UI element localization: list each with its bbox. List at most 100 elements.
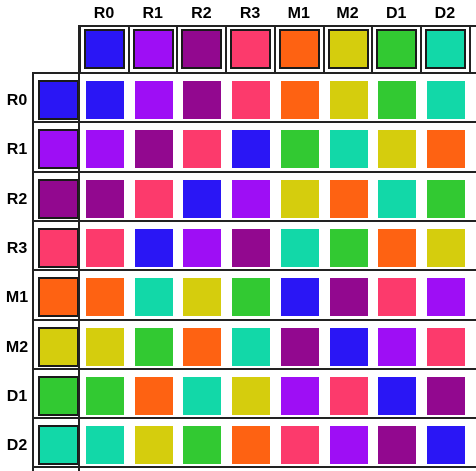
table-cell (231, 80, 272, 120)
table-cell (328, 227, 369, 268)
column-header-d2: D2 (434, 5, 456, 22)
row-color-swatch (38, 129, 79, 170)
row-header-d1: D1 (6, 387, 28, 405)
table-cell (133, 227, 174, 268)
table-cell (328, 129, 369, 170)
table-cell (133, 178, 174, 219)
table-cell (182, 326, 223, 367)
column-header-r1: R1 (142, 5, 163, 22)
grid-line (273, 25, 276, 74)
row-color-swatch (38, 277, 79, 318)
grid-line (32, 72, 34, 471)
table-cell (231, 425, 272, 466)
table-cell (182, 277, 223, 318)
grid-line (32, 72, 476, 74)
table-cell (182, 129, 223, 170)
table-cell (425, 425, 466, 466)
grid-line (127, 25, 130, 74)
row-header-r0: R0 (6, 92, 28, 109)
table-cell (377, 80, 418, 120)
table-cell (85, 326, 125, 367)
grid-line (78, 25, 80, 471)
table-cell (133, 425, 174, 466)
row-header-m1: M1 (5, 289, 29, 307)
column-color-swatch (181, 29, 223, 69)
row-header-d2: D2 (6, 437, 28, 455)
table-cell (377, 227, 418, 268)
grid-line (32, 170, 476, 173)
table-cell (279, 425, 320, 466)
grid-line (32, 367, 476, 370)
grid-line (225, 25, 228, 74)
table-cell (182, 80, 223, 120)
table-cell (328, 326, 369, 367)
table-cell (85, 227, 125, 268)
grid-line (322, 25, 325, 74)
row-color-swatch (38, 178, 79, 219)
table-cell (279, 80, 320, 120)
table-cell (85, 178, 125, 219)
column-color-swatch (376, 29, 418, 69)
row-header-r3: R3 (6, 239, 28, 257)
column-color-swatch (132, 29, 174, 69)
row-header-m2: M2 (5, 338, 29, 356)
table-cell (231, 326, 272, 367)
grid-line (32, 269, 476, 272)
table-cell (182, 178, 223, 219)
table-cell (279, 375, 320, 416)
column-color-swatch (84, 29, 125, 69)
grid-line (176, 25, 179, 74)
table-cell (377, 129, 418, 170)
table-cell (182, 227, 223, 268)
table-cell (328, 178, 369, 219)
row-color-swatch (38, 326, 79, 367)
table-cell (182, 425, 223, 466)
grid-line (32, 121, 476, 124)
table-cell (231, 129, 272, 170)
table-cell (85, 375, 125, 416)
grid-line (79, 25, 81, 74)
table-cell (279, 277, 320, 318)
table-cell (231, 277, 272, 318)
grid-line (32, 318, 476, 321)
table-cell (425, 375, 466, 416)
table-cell (425, 326, 466, 367)
table-cell (279, 178, 320, 219)
table-cell (85, 129, 125, 170)
grid-line (419, 25, 422, 74)
row-color-swatch (38, 375, 79, 416)
table-cell (133, 277, 174, 318)
table-cell (328, 80, 369, 120)
table-cell (377, 425, 418, 466)
row-color-swatch (38, 425, 79, 466)
table-cell (377, 178, 418, 219)
row-header-r2: R2 (6, 190, 28, 208)
table-cell (85, 80, 125, 120)
table-cell (231, 227, 272, 268)
table-cell (133, 80, 174, 120)
table-cell (133, 129, 174, 170)
grid-line (468, 25, 471, 74)
grid-line (371, 25, 374, 74)
table-cell (328, 375, 369, 416)
table-cell (133, 326, 174, 367)
table-cell (85, 277, 125, 318)
column-header-r0: R0 (93, 5, 115, 22)
table-cell (425, 277, 466, 318)
grid-line (32, 417, 476, 420)
table-cell (328, 277, 369, 318)
table-cell (85, 425, 125, 466)
column-color-swatch (424, 29, 466, 69)
column-color-swatch (230, 29, 272, 69)
row-color-swatch (38, 227, 79, 268)
grid-line (80, 25, 476, 27)
grid-line (32, 466, 476, 469)
column-header-m1: M1 (287, 5, 310, 22)
table-cell (279, 326, 320, 367)
column-header-r2: R2 (191, 5, 212, 22)
table-cell (182, 375, 223, 416)
table-cell (377, 277, 418, 318)
table-cell (231, 375, 272, 416)
row-color-swatch (38, 80, 79, 120)
